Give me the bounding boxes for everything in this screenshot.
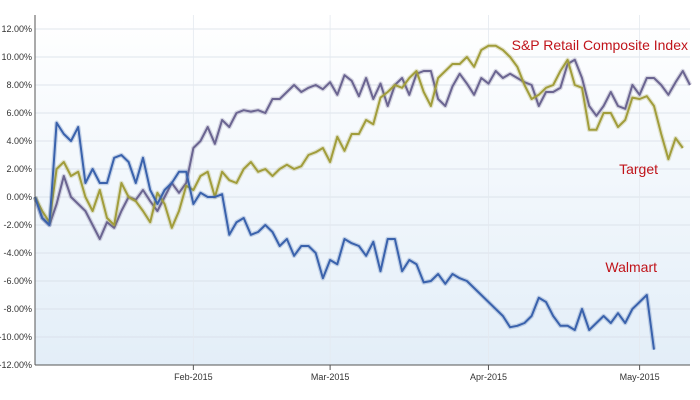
series-line-walmart: [34, 121, 655, 350]
annotation-sp-retail: S&P Retail Composite Index: [512, 37, 688, 53]
annotation-walmart: Walmart: [605, 259, 657, 275]
x-tick-label: Feb-2015: [174, 372, 213, 382]
x-tick-label: Mar-2015: [311, 372, 350, 382]
x-tick-label: Apr-2015: [470, 372, 507, 382]
y-tick-label: -2.00%: [3, 220, 32, 230]
series-line-target: [34, 44, 684, 229]
axes: [34, 15, 690, 370]
x-tick-label: May-2015: [620, 372, 660, 382]
y-tick-label: 0.00%: [6, 192, 32, 202]
series-annotations: S&P Retail Composite Index Target Walmar…: [512, 37, 688, 275]
y-tick-label: -4.00%: [3, 248, 32, 258]
y-tick-label: -12.00%: [0, 360, 32, 370]
y-tick-label: -8.00%: [3, 304, 32, 314]
y-tick-label: 8.00%: [6, 80, 32, 90]
x-axis-tick-labels: Feb-2015 Mar-2015 Apr-2015 May-2015: [174, 372, 660, 382]
plot-background: [35, 15, 690, 365]
y-tick-label: 2.00%: [6, 164, 32, 174]
y-tick-label: -6.00%: [3, 276, 32, 286]
annotation-target: Target: [619, 161, 658, 177]
y-tick-label: -10.00%: [0, 332, 32, 342]
y-tick-label: 10.00%: [1, 52, 32, 62]
y-axis-tick-labels: 12.00% 10.00% 8.00% 6.00% 4.00% 2.00% 0.00% -2.…: [0, 24, 32, 370]
y-tick-label: 12.00%: [1, 24, 32, 34]
y-tick-label: 6.00%: [6, 108, 32, 118]
y-tick-label: 4.00%: [6, 136, 32, 146]
series-line-sp-retail: [34, 58, 691, 240]
series-lines: [32, 43, 693, 350]
